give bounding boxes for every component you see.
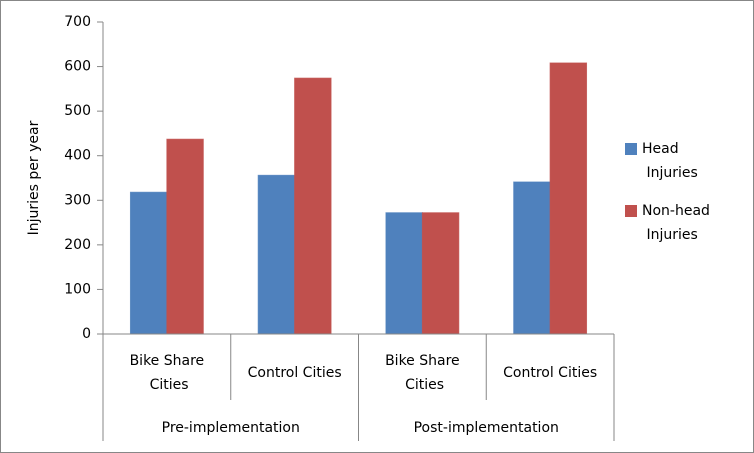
y-tick-label: 200 [64,237,91,253]
legend-label: Head Injuries [642,141,698,181]
y-tick-label: 400 [64,148,91,164]
x-tick-label: Control Cities [248,365,342,381]
legend-swatch [625,143,637,155]
bar [294,77,332,335]
bar [549,62,588,335]
y-tick-label: 700 [64,14,91,30]
legend-swatch [625,205,637,217]
bar [257,174,296,335]
group-label: Post-implementation [414,420,559,436]
legend-label: Non-head Injuries [642,203,710,243]
y-tick-label: 0 [82,326,91,342]
x-tick-label: Bike Share Cities [385,353,460,393]
y-tick-label: 600 [64,59,91,75]
y-tick-label: 100 [64,281,91,297]
bar [166,138,204,335]
y-tick-label: 500 [64,103,91,119]
bar [421,212,460,335]
bar [129,191,168,335]
y-tick-label: 300 [64,192,91,208]
x-tick-label: Control Cities [503,365,597,381]
group-label: Pre-implementation [162,420,300,436]
bar [385,212,423,335]
x-tick-label: Bike Share Cities [130,353,205,393]
y-axis-label: Injuries per year [26,120,42,235]
bar [513,181,551,335]
